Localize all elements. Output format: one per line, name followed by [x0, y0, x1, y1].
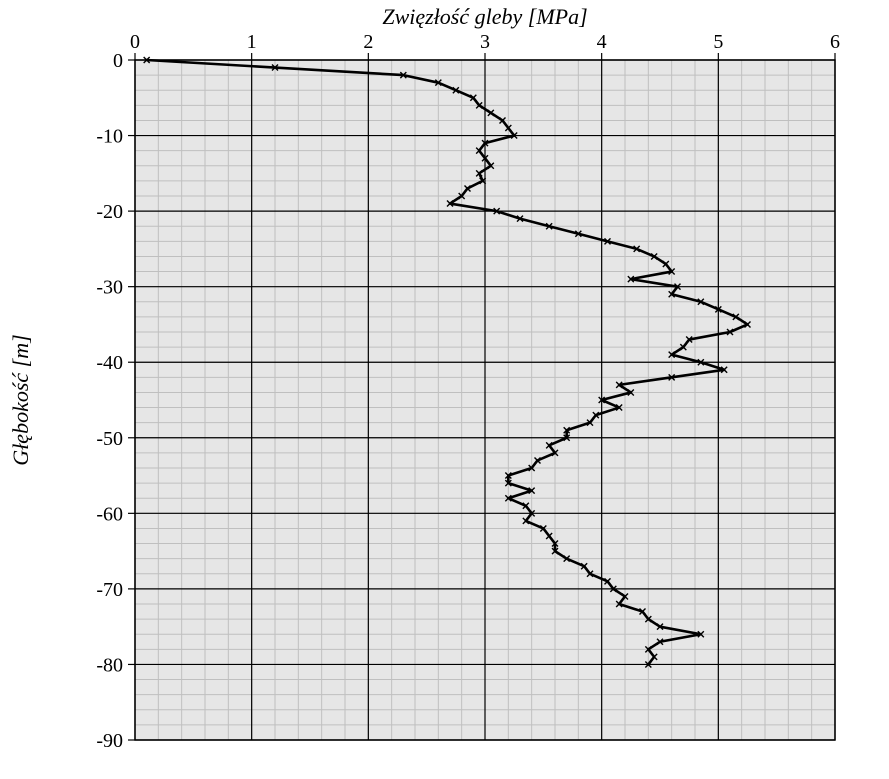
- y-axis-title: Głębokość [m]: [8, 334, 33, 465]
- y-tick-label: -30: [96, 277, 123, 299]
- y-tick-label: -80: [96, 654, 123, 676]
- y-tick-label: -40: [96, 352, 123, 374]
- y-tick-label: -20: [96, 201, 123, 223]
- x-axis-title: Zwięzłość gleby [MPa]: [382, 4, 587, 29]
- y-tick-label: 0: [113, 50, 123, 72]
- y-tick-label: -70: [96, 579, 123, 601]
- y-tick-label: -90: [96, 730, 123, 752]
- y-tick-label: -50: [96, 428, 123, 450]
- x-tick-label: 6: [830, 31, 840, 53]
- x-tick-label: 1: [247, 31, 257, 53]
- x-tick-label: 4: [597, 31, 607, 53]
- x-tick-label: 3: [480, 31, 490, 53]
- chart-container: { "chart": { "type": "line", "x_axis_tit…: [0, 0, 889, 779]
- x-tick-label: 0: [130, 31, 140, 53]
- y-tick-label: -10: [96, 126, 123, 148]
- y-tick-label: -60: [96, 503, 123, 525]
- x-tick-label: 5: [713, 31, 723, 53]
- soil-compactness-chart: 0 1 2 3 4 5 6 0 -10 -20 -30 -40 -50 -60 -70 -80 -90 Zwięz…: [0, 0, 889, 779]
- x-tick-label: 2: [363, 31, 373, 53]
